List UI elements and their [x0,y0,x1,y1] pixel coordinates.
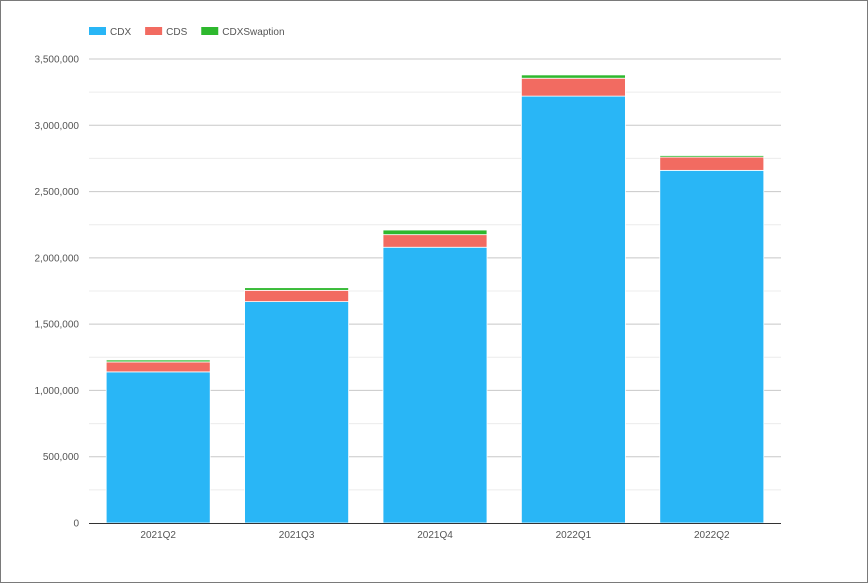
x-tick-label: 2021Q4 [417,530,453,541]
bar-cdx-2022q2[interactable] [659,169,765,524]
legend: CDX CDS CDXSwaption [89,27,285,38]
x-axis: 2021Q2 2021Q3 2021Q4 2022Q1 2022Q2 [89,523,781,541]
bar-cdxswaption-2021q2[interactable] [105,359,211,363]
legend-swatch-cdxswaption [201,27,219,35]
bar-cdx-2021q2[interactable] [105,371,211,524]
bar-cdx-2021q3[interactable] [244,301,350,524]
bar-cds-2021q3[interactable] [244,289,350,303]
legend-swatch-cdx [89,27,106,35]
y-tick-label: 3,500,000 [35,55,80,66]
y-tick-label: 1,000,000 [35,386,80,397]
bar-cds-2022q1[interactable] [521,77,626,97]
x-tick-label: 2022Q1 [556,530,592,541]
bar-cdxswaption-2021q4[interactable] [382,229,488,236]
legend-label-cdx[interactable]: CDX [110,27,131,38]
legend-swatch-cds [145,27,163,35]
bar-cds-2021q2[interactable] [105,361,211,373]
y-tick-label: 1,500,000 [35,320,80,331]
y-tick-label: 0 [73,519,79,530]
bar-cdxswaption-2022q1[interactable] [521,74,626,79]
bars [105,74,765,524]
bar-cds-2022q2[interactable] [659,156,765,171]
y-tick-label: 2,000,000 [35,253,80,264]
y-tick-label: 2,500,000 [35,187,80,198]
x-tick-label: 2021Q2 [140,530,176,541]
bar-cdxswaption-2022q2[interactable] [659,155,765,158]
bar-cdx-2021q4[interactable] [382,246,488,524]
x-tick-label: 2022Q2 [694,530,730,541]
x-tick-label: 2021Q3 [279,530,315,541]
legend-label-cds[interactable]: CDS [166,27,187,38]
y-axis: 0 500,000 1,000,000 1,500,000 2,000,000 2,500… [35,55,80,530]
legend-label-cdxswaption[interactable]: CDXSwaption [222,27,284,38]
y-tick-label: 500,000 [43,452,80,463]
bar-cdxswaption-2021q3[interactable] [244,287,350,291]
y-tick-label: 3,000,000 [35,121,80,132]
bar-cds-2021q4[interactable] [382,234,488,248]
bar-cdx-2022q1[interactable] [521,95,626,524]
